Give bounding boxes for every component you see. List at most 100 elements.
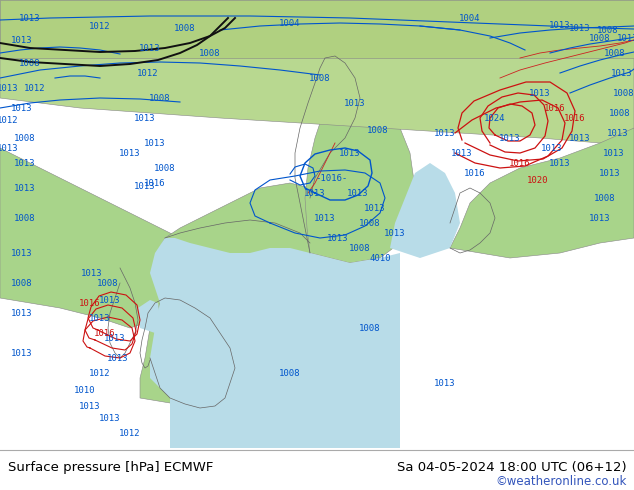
Polygon shape	[160, 183, 340, 263]
Text: 1020: 1020	[527, 175, 549, 185]
Polygon shape	[0, 0, 634, 148]
Text: 1013: 1013	[529, 89, 551, 98]
Text: 1013: 1013	[499, 133, 521, 143]
Polygon shape	[0, 0, 634, 58]
Text: 1012: 1012	[0, 116, 19, 124]
Text: 1013: 1013	[365, 203, 385, 213]
Polygon shape	[305, 68, 415, 263]
Text: 1008: 1008	[367, 125, 389, 134]
Text: 1012: 1012	[24, 83, 46, 93]
Text: 1008: 1008	[14, 214, 36, 222]
Polygon shape	[140, 283, 270, 408]
Text: 1008: 1008	[609, 108, 631, 118]
Text: 1013: 1013	[434, 128, 456, 138]
Text: 1008: 1008	[594, 194, 616, 202]
Text: 1012: 1012	[119, 428, 141, 438]
Text: 1013: 1013	[134, 181, 156, 191]
Text: 1013: 1013	[11, 348, 33, 358]
Text: 1013: 1013	[344, 98, 366, 107]
Text: 1013: 1013	[19, 14, 41, 23]
Text: 1008: 1008	[604, 49, 626, 57]
Text: 1012: 1012	[137, 69, 158, 77]
Text: 1013: 1013	[11, 248, 33, 258]
Text: 1013: 1013	[100, 295, 120, 304]
Text: 1008: 1008	[97, 278, 119, 288]
Text: 1016: 1016	[79, 298, 101, 308]
Text: 1008: 1008	[589, 33, 611, 43]
Text: ©weatheronline.co.uk: ©weatheronline.co.uk	[495, 475, 626, 488]
Text: 1008: 1008	[11, 278, 33, 288]
Text: 1008: 1008	[309, 74, 331, 82]
Text: -1016-: -1016-	[316, 173, 348, 182]
Text: 1012: 1012	[89, 368, 111, 377]
Text: 1013: 1013	[81, 269, 103, 277]
Text: 1013: 1013	[569, 133, 591, 143]
Text: 1008: 1008	[349, 244, 371, 252]
Text: 1016: 1016	[94, 328, 116, 338]
Text: 1013: 1013	[11, 103, 33, 113]
Polygon shape	[138, 300, 160, 333]
Text: 1013: 1013	[134, 114, 156, 122]
Polygon shape	[150, 238, 400, 448]
Text: 1013: 1013	[607, 128, 629, 138]
Text: 1013: 1013	[384, 228, 406, 238]
Text: 1013: 1013	[11, 35, 33, 45]
Text: Sa 04-05-2024 18:00 UTC (06+12): Sa 04-05-2024 18:00 UTC (06+12)	[397, 462, 626, 474]
Text: 1024: 1024	[484, 114, 506, 122]
Polygon shape	[175, 273, 230, 308]
Text: 1004: 1004	[459, 14, 481, 23]
Text: 1013: 1013	[139, 44, 161, 52]
Text: Surface pressure [hPa] ECMWF: Surface pressure [hPa] ECMWF	[8, 462, 213, 474]
Text: 1013: 1013	[100, 414, 120, 422]
Text: 1013: 1013	[107, 353, 129, 363]
Text: 1004: 1004	[279, 19, 301, 27]
Text: 1013: 1013	[599, 169, 621, 177]
Text: 1008: 1008	[359, 219, 381, 227]
Text: 1013: 1013	[541, 144, 563, 152]
Text: 1008: 1008	[149, 94, 171, 102]
Text: 1008: 1008	[199, 49, 221, 57]
Text: 1013: 1013	[314, 214, 336, 222]
Text: 1013: 1013	[569, 24, 591, 32]
Text: 1008: 1008	[359, 323, 381, 333]
Text: 1013: 1013	[451, 148, 473, 157]
Text: 1008: 1008	[279, 368, 301, 377]
Text: 1013: 1013	[119, 148, 141, 157]
Text: 1013: 1013	[589, 214, 611, 222]
Text: 1013: 1013	[0, 83, 19, 93]
Text: 1008: 1008	[613, 89, 634, 98]
Text: 1013: 1013	[611, 69, 633, 77]
Text: 1008: 1008	[14, 133, 36, 143]
Text: 1008: 1008	[154, 164, 176, 172]
Text: 1013: 1013	[79, 401, 101, 411]
Polygon shape	[0, 148, 190, 328]
Text: 1013: 1013	[14, 158, 36, 168]
Text: 1013: 1013	[0, 144, 19, 152]
Text: 1008: 1008	[597, 25, 619, 34]
Text: 1013: 1013	[14, 183, 36, 193]
Polygon shape	[450, 128, 634, 258]
Text: 1013: 1013	[339, 148, 361, 157]
Text: 1016: 1016	[564, 114, 586, 122]
Text: 1008: 1008	[19, 58, 41, 68]
Text: 1013: 1013	[434, 378, 456, 388]
Text: 1013: 1013	[347, 189, 369, 197]
Text: 1016: 1016	[464, 169, 486, 177]
Text: 1012: 1012	[89, 22, 111, 30]
Text: 1016: 1016	[544, 103, 566, 113]
Text: 1013: 1013	[89, 314, 111, 322]
Text: 1013: 1013	[549, 21, 571, 29]
Text: 1013: 1013	[304, 189, 326, 197]
Text: 1013: 1013	[145, 139, 165, 147]
Text: 1013: 1013	[104, 334, 126, 343]
Text: 1013: 1013	[327, 234, 349, 243]
Text: 1013: 1013	[618, 33, 634, 43]
Text: 1013: 1013	[603, 148, 624, 157]
Text: 1008: 1008	[174, 24, 196, 32]
Polygon shape	[390, 163, 460, 258]
Polygon shape	[0, 0, 634, 88]
Text: 1010: 1010	[74, 386, 96, 394]
Text: 1016: 1016	[509, 158, 531, 168]
Text: 4010: 4010	[369, 253, 391, 263]
Text: 1013: 1013	[11, 309, 33, 318]
